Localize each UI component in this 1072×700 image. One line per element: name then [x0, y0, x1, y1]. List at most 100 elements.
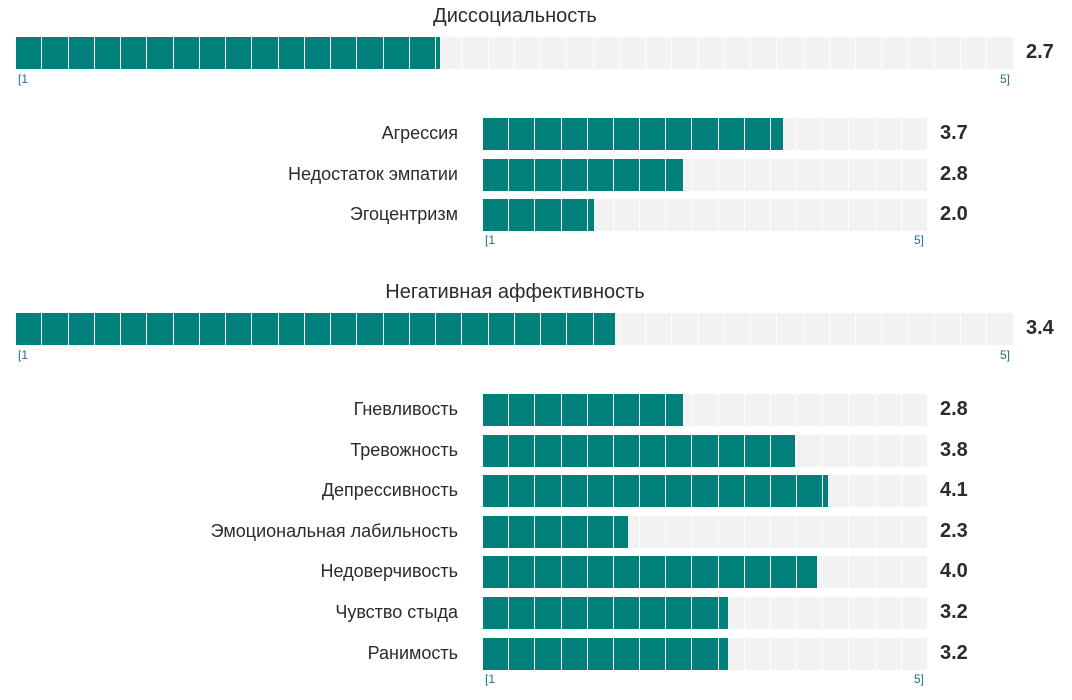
bar-fill-cell	[666, 638, 693, 670]
bar-cell	[987, 37, 1014, 69]
bar-cell	[876, 516, 902, 548]
bar-fill-cell	[719, 556, 745, 588]
bar-fill-cell	[16, 313, 43, 345]
bar-fill-cell	[594, 313, 615, 345]
bar-fill-cell	[305, 37, 331, 69]
bar-cell	[823, 394, 850, 426]
bar-cell	[771, 638, 798, 670]
bar-cell	[719, 394, 745, 426]
bar-fill-cell	[614, 597, 641, 629]
bar-cell	[849, 516, 876, 548]
bar-fill-cell	[745, 556, 771, 588]
bar-cell	[830, 313, 856, 345]
bar-cell	[856, 37, 883, 69]
bar-cell	[797, 597, 824, 629]
bar-cell	[646, 313, 673, 345]
subscale-bar-fill	[483, 638, 728, 670]
subscale-label: Ранимость	[367, 643, 458, 663]
bar-cell	[692, 159, 719, 191]
bar-cell	[849, 159, 876, 191]
bar-cell	[849, 638, 876, 670]
bar-fill-cell	[666, 159, 683, 191]
bar-fill-cell	[562, 516, 588, 548]
bar-fill-cell	[562, 475, 588, 507]
bar-cell	[567, 37, 594, 69]
subscale-bar-fill-cells	[483, 435, 795, 467]
bar-cell	[909, 313, 935, 345]
bar-fill-cell	[509, 556, 536, 588]
bar-fill-cell	[331, 37, 358, 69]
bar-cell	[614, 516, 641, 548]
bar-cell	[719, 597, 745, 629]
bar-cell	[745, 597, 771, 629]
bar-fill-cell	[509, 475, 536, 507]
bar-fill-cell	[614, 394, 641, 426]
bar-cell	[849, 118, 876, 150]
bar-fill-cell	[121, 313, 148, 345]
bar-cell	[902, 556, 928, 588]
bar-fill-cell	[535, 475, 562, 507]
bar-fill-cell	[588, 394, 614, 426]
bar-fill-cell	[562, 597, 588, 629]
subscale-bar	[483, 516, 928, 548]
subscale-bar-fill	[483, 556, 817, 588]
bar-fill-cell	[279, 313, 305, 345]
bar-cell	[666, 159, 693, 191]
bar-fill-cell	[509, 159, 536, 191]
bar-fill-cell	[692, 556, 719, 588]
bar-fill-cell	[509, 516, 536, 548]
bar-fill-cell	[483, 597, 510, 629]
bar-cell	[692, 516, 719, 548]
bar-fill-cell	[174, 313, 200, 345]
bar-fill-cell	[509, 597, 536, 629]
subscale-bar-fill	[483, 597, 728, 629]
bar-fill-cell	[69, 313, 95, 345]
bar-cell	[876, 475, 902, 507]
bar-fill-cell	[640, 435, 667, 467]
bar-fill-cell	[588, 597, 614, 629]
bar-fill-cell	[200, 313, 226, 345]
bar-cell	[876, 394, 902, 426]
bar-cell	[777, 313, 804, 345]
bar-fill-cell	[509, 435, 536, 467]
bar-cell	[823, 516, 850, 548]
bar-fill-cell	[640, 475, 667, 507]
bar-fill-cell	[640, 118, 667, 150]
subscale-label: Недостаток эмпатии	[288, 164, 458, 184]
subscale-label: Недоверчивость	[320, 561, 458, 581]
bar-cell	[771, 118, 798, 150]
bar-cell	[882, 37, 909, 69]
bar-fill-cell	[535, 556, 562, 588]
bar-fill-cell	[331, 313, 358, 345]
bar-fill-cell	[614, 516, 628, 548]
bar-cell	[849, 597, 876, 629]
bar-cell	[902, 597, 928, 629]
main-bar-fill-cells	[16, 313, 615, 345]
bar-fill-cell	[588, 516, 614, 548]
bar-fill-cell	[252, 313, 279, 345]
bar-cell	[699, 313, 725, 345]
subscale-value-label: 2.3	[940, 520, 968, 542]
bar-cell	[771, 394, 798, 426]
main-value-label: 3.4	[1026, 317, 1054, 339]
bar-cell	[823, 159, 850, 191]
bar-fill-cell	[614, 118, 641, 150]
bar-fill-cell	[719, 118, 745, 150]
bar-fill-cell	[614, 638, 641, 670]
bar-cell	[935, 37, 961, 69]
bar-fill-cell	[483, 394, 510, 426]
bar-fill-cell	[719, 597, 728, 629]
bar-cell	[719, 516, 745, 548]
bar-cell	[961, 313, 988, 345]
subscale-value-label: 2.8	[940, 398, 968, 420]
bar-cell	[804, 37, 830, 69]
bar-fill-cell	[666, 556, 693, 588]
bar-fill-cell	[535, 394, 562, 426]
subscale-bar-fill-cells	[483, 556, 817, 588]
subscale-scale-max-label: 5]	[914, 672, 925, 686]
main-value-label: 2.7	[1026, 41, 1054, 63]
bar-fill-cell	[69, 37, 95, 69]
bar-cell	[823, 118, 850, 150]
bar-cell	[745, 516, 771, 548]
subscale-bar	[483, 118, 928, 150]
